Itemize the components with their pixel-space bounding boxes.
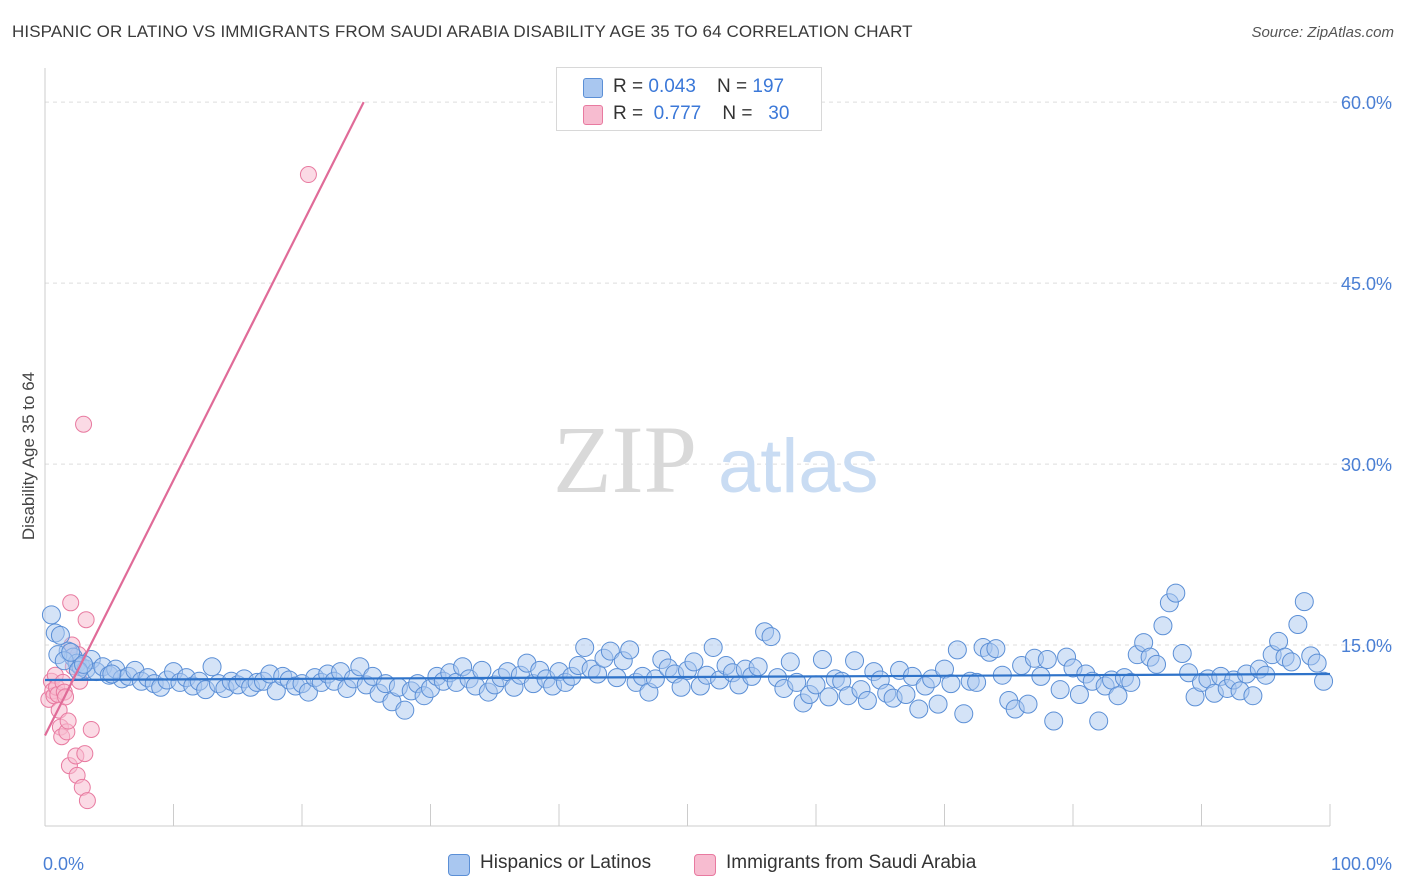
hispanic-point xyxy=(1243,686,1263,706)
hispanic-point xyxy=(202,657,222,677)
saudi-arabia-points xyxy=(40,166,317,810)
hispanic-point xyxy=(1108,686,1128,706)
legend-n-label: N = xyxy=(722,103,758,124)
hispanic-point xyxy=(787,672,807,692)
legend-n-label: N = xyxy=(717,76,753,97)
bottom-legend-label: Hispanics or Latinos xyxy=(480,852,652,873)
hispanic-point xyxy=(620,640,640,660)
hispanic-point xyxy=(909,699,929,719)
hispanic-point xyxy=(928,694,948,714)
hispanic-point xyxy=(575,637,595,657)
hispanic-point xyxy=(812,650,832,670)
legend-swatch-pink xyxy=(583,105,603,125)
hispanic-point xyxy=(1288,615,1308,635)
saudi-arabia-point xyxy=(299,166,317,184)
hispanic-point xyxy=(819,687,839,707)
saudi-arabia-point xyxy=(76,745,94,763)
hispanic-point xyxy=(922,669,942,689)
watermark-zip: ZIP xyxy=(553,406,697,513)
bottom-legend-swatch-pink xyxy=(694,854,716,876)
legend-n-value: 30 xyxy=(768,103,790,124)
y-axis-label: Disability Age 35 to 64 xyxy=(19,372,38,540)
hispanic-point xyxy=(1307,653,1327,673)
hispanic-point xyxy=(1314,671,1334,691)
hispanic-point xyxy=(1153,616,1173,636)
hispanic-point xyxy=(600,641,620,661)
grid-lines xyxy=(45,101,1392,646)
hispanic-point xyxy=(1037,650,1057,670)
hispanic-point xyxy=(1172,643,1192,663)
legend-r-value: 0.777 xyxy=(653,103,702,124)
source-label: Source: ZipAtlas.com xyxy=(1251,24,1394,41)
legend-box: R = 0.043 N = 197 R = 0.777 N = 30 xyxy=(556,67,822,131)
y-tick-label: 60.0% xyxy=(1341,93,1392,113)
watermark: ZIP atlas xyxy=(553,406,879,513)
hispanic-point xyxy=(1050,680,1070,700)
hispanic-point xyxy=(61,642,81,662)
x-tick-label-min: 0.0% xyxy=(43,854,84,874)
hispanic-point xyxy=(967,672,987,692)
hispanic-point xyxy=(671,677,691,697)
hispanic-point xyxy=(954,704,974,724)
hispanic-point xyxy=(350,657,370,677)
hispanic-point xyxy=(748,657,768,677)
hispanic-point xyxy=(645,669,665,689)
y-tick-label: 15.0% xyxy=(1341,636,1392,656)
legend-r-label: R = xyxy=(613,76,649,97)
hispanic-point xyxy=(41,605,61,625)
saudi-arabia-point xyxy=(82,720,100,738)
hispanic-point xyxy=(1121,672,1141,692)
hispanic-point xyxy=(395,700,415,720)
y-tick-label: 30.0% xyxy=(1341,455,1392,475)
bottom-legend-swatch-blue xyxy=(448,854,470,876)
saudi-arabia-point xyxy=(75,415,93,433)
y-tick-labels: 15.0% 30.0% 45.0% 60.0% xyxy=(1341,93,1392,656)
hispanic-point xyxy=(1166,583,1186,603)
hispanic-point xyxy=(1069,684,1089,704)
hispanic-trend-line xyxy=(44,672,1331,682)
hispanic-point xyxy=(845,651,865,671)
hispanic-points xyxy=(41,583,1334,731)
hispanic-point xyxy=(947,640,967,660)
hispanic-point xyxy=(1018,694,1038,714)
saudi-arabia-trend-line xyxy=(44,101,365,737)
hispanic-point xyxy=(1281,652,1301,672)
hispanic-point xyxy=(472,660,492,680)
hispanic-point xyxy=(684,652,704,672)
legend-n-value: 197 xyxy=(752,76,785,97)
x-tick-labels: 0.0% 100.0% xyxy=(43,854,1392,874)
x-tick-label-max: 100.0% xyxy=(1331,854,1392,874)
legend-r-label: R = xyxy=(613,103,649,124)
hispanic-point xyxy=(780,652,800,672)
hispanic-point xyxy=(1089,711,1109,731)
chart-title: HISPANIC OR LATINO VS IMMIGRANTS FROM SA… xyxy=(12,22,913,41)
watermark-atlas: atlas xyxy=(718,424,879,509)
trend-lines xyxy=(44,101,1331,737)
saudi-arabia-point xyxy=(59,712,77,730)
saudi-arabia-point xyxy=(77,611,95,629)
saudi-arabia-point xyxy=(62,594,80,612)
hispanic-point xyxy=(941,674,961,694)
hispanic-point xyxy=(1179,663,1199,683)
hispanic-point xyxy=(703,637,723,657)
hispanic-point xyxy=(1044,711,1064,731)
hispanic-point xyxy=(1147,654,1167,674)
legend-swatch-blue xyxy=(583,78,603,98)
hispanic-point xyxy=(986,639,1006,659)
hispanic-point xyxy=(50,625,70,645)
saudi-arabia-point xyxy=(78,792,96,810)
hispanic-point xyxy=(857,691,877,711)
y-tick-label: 45.0% xyxy=(1341,274,1392,294)
hispanic-point xyxy=(102,664,122,684)
hispanic-point xyxy=(761,627,781,647)
legend-r-value: 0.043 xyxy=(648,76,696,97)
axes xyxy=(44,68,1331,827)
hispanic-point xyxy=(896,684,916,704)
hispanic-point xyxy=(1294,592,1314,612)
bottom-legend-label: Immigrants from Saudi Arabia xyxy=(726,852,977,873)
